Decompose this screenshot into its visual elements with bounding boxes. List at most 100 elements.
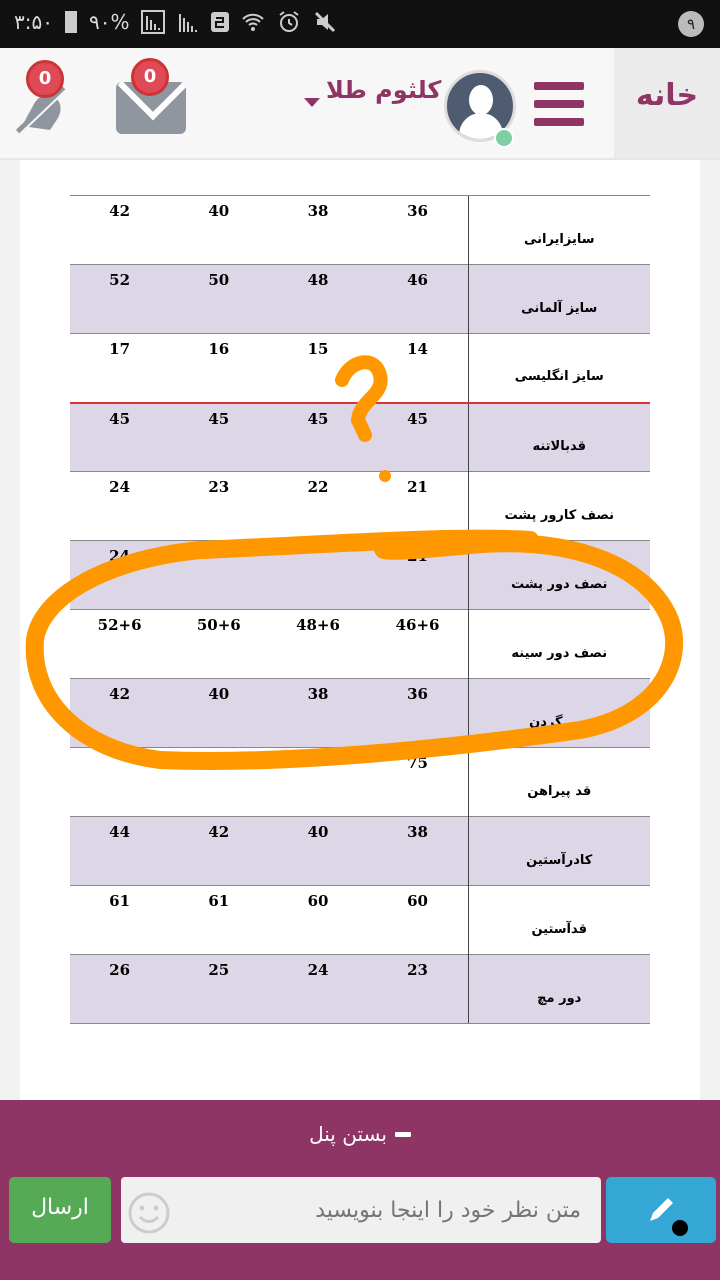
row-label: نصف دور پشت (467, 540, 650, 610)
table-cell: 77 (169, 747, 269, 817)
close-panel-label: بستن پنل (309, 1122, 387, 1146)
table-cell: 38 (367, 816, 468, 886)
table-cell (169, 540, 269, 610)
table-cell: 45 (268, 401, 368, 472)
minus-icon (394, 1131, 411, 1137)
table-cell: 50 (169, 264, 269, 334)
table-cell: 23 (367, 954, 468, 1024)
table-row: 42 40 38 36 سایزایرانی (70, 195, 650, 265)
alarm-icon (279, 11, 300, 32)
table-cell: 42 (70, 195, 170, 265)
table-row: 26 25 24 23 دور مچ (70, 954, 650, 1024)
table-row: 42 40 38 36 دور گردن (70, 678, 650, 748)
row-label: دور مچ (467, 954, 650, 1024)
table-cell: 36 (367, 195, 468, 265)
signal-icon (141, 10, 166, 34)
battery-icon (64, 11, 77, 33)
size-table: 42 40 38 36 سایزایرانی 52 50 48 46 سایز آلمانی 17 1… (70, 195, 650, 1024)
table-cell: 25 (169, 954, 269, 1024)
table-cell: 38 (268, 195, 368, 265)
table-cell (70, 747, 170, 817)
notifications-badge: 0 (26, 60, 64, 98)
comment-panel: بستن پنل ارسال (0, 1100, 720, 1280)
table-cell: 40 (268, 816, 368, 886)
table-cell: 46 (367, 264, 468, 334)
notification-count: ۹ (678, 11, 704, 37)
table-row: 17 16 15 14 سایز انگلیسی (70, 333, 650, 403)
table-cell: 48 (268, 264, 368, 334)
avatar[interactable] (444, 70, 516, 142)
row-label: قدبالاتنه (467, 401, 650, 472)
row-label: کادرآستین (467, 816, 650, 886)
table-cell: 48+6 (268, 609, 368, 679)
table-cell: 24 (70, 540, 170, 610)
chevron-down-icon[interactable] (304, 98, 320, 107)
status-bar: ۳:۵۰ ۹۰% ۹ (0, 0, 720, 48)
battery-level: ۹۰% (88, 10, 130, 34)
messages-badge: 0 (131, 58, 169, 96)
table-cell (268, 540, 368, 610)
table-cell: 45 (70, 401, 170, 472)
touch-indicator (672, 1220, 688, 1236)
table-row: 77 75 قد پیراهن (70, 747, 650, 817)
send-button[interactable]: ارسال (9, 1177, 111, 1243)
table-cell: 14 (367, 333, 468, 403)
table-cell: 60 (367, 885, 468, 955)
app-header: خانه کلثوم طلا 0 0 (0, 48, 720, 160)
table-cell: 17 (70, 333, 170, 403)
bell-muted-icon[interactable] (12, 84, 70, 136)
username[interactable]: کلثوم طلا (326, 76, 442, 104)
row-label: سایز آلمانی (467, 264, 650, 334)
pencil-button[interactable] (606, 1177, 716, 1243)
table-cell: 45 (367, 401, 468, 472)
table-cell: 52 (70, 264, 170, 334)
table-cell: 61 (70, 885, 170, 955)
table-cell: 60 (268, 885, 368, 955)
close-panel-button[interactable]: بستن پنل (0, 1122, 720, 1146)
table-cell: 45 (169, 401, 269, 472)
signal-2-icon (179, 14, 198, 32)
table-cell: 44 (70, 816, 170, 886)
hamburger-menu-icon[interactable] (534, 82, 584, 136)
table-cell: 21 (367, 540, 468, 610)
online-indicator (494, 128, 514, 148)
table-row: 24 21 نصف دور پشت (70, 540, 650, 610)
table-row: 45 45 45 45 قدبالاتنه (70, 401, 650, 472)
row-label: نصف دور سینه (467, 609, 650, 679)
table-cell: 38 (268, 678, 368, 748)
table-cell: 22 (268, 471, 368, 541)
pencil-icon (650, 1198, 673, 1221)
table-cell: 15 (268, 333, 368, 403)
row-label: قدآستین (467, 885, 650, 955)
home-button[interactable]: خانه (614, 48, 720, 158)
table-row: 52+6 50+6 48+6 46+6 نصف دور سینه (70, 609, 650, 679)
table-row: 44 42 40 38 کادرآستین (70, 816, 650, 886)
row-label: نصف کارور پشت (467, 471, 650, 541)
table-cell: 50+6 (169, 609, 269, 679)
table-cell (268, 747, 368, 817)
row-label: قد پیراهن (467, 747, 650, 817)
emoji-icon[interactable] (128, 1192, 170, 1234)
post-content: 42 40 38 36 سایزایرانی 52 50 48 46 سایز آلمانی 17 1… (20, 160, 700, 1100)
clock: ۳:۵۰ (14, 10, 53, 34)
table-cell: 40 (169, 678, 269, 748)
table-cell: 61 (169, 885, 269, 955)
table-cell: 26 (70, 954, 170, 1024)
sim-2-icon (211, 12, 230, 32)
table-row: 52 50 48 46 سایز آلمانی (70, 264, 650, 334)
table-cell: 23 (169, 471, 269, 541)
mute-icon (315, 11, 336, 33)
table-cell: 42 (169, 816, 269, 886)
table-cell: 16 (169, 333, 269, 403)
table-cell: 36 (367, 678, 468, 748)
wifi-icon (242, 13, 265, 31)
row-label: سایز انگلیسی (467, 333, 650, 403)
table-cell: 24 (70, 471, 170, 541)
row-label: دور گردن (467, 678, 650, 748)
table-cell: 21 (367, 471, 468, 541)
table-row: 24 23 22 21 نصف کارور پشت (70, 471, 650, 541)
table-cell: 42 (70, 678, 170, 748)
comment-input[interactable] (121, 1177, 601, 1243)
table-row: 61 61 60 60 قدآستین (70, 885, 650, 955)
table-cell: 52+6 (70, 609, 170, 679)
